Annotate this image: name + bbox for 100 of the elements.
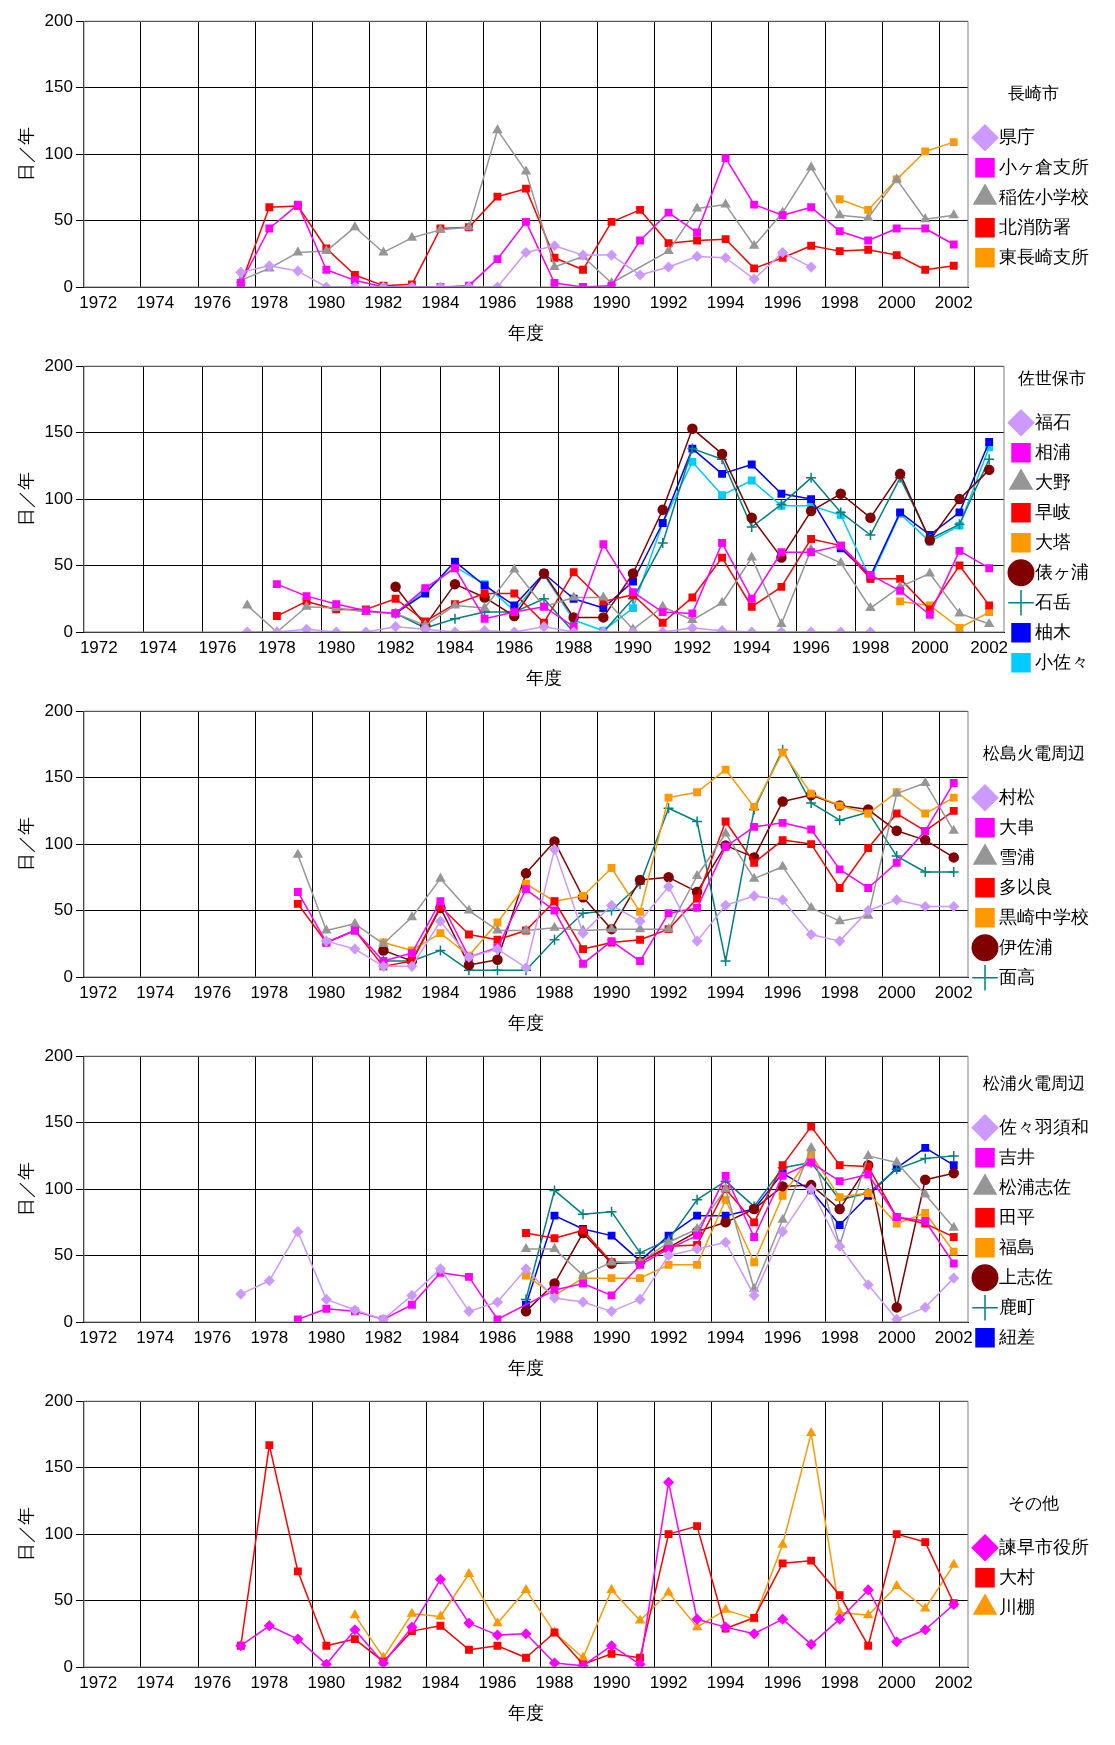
x-tick-label: 1976 — [193, 1327, 232, 1347]
x-tick-label: 1992 — [649, 1327, 688, 1347]
x-axis-title: 年度 — [507, 1703, 544, 1724]
y-tick-label: 150 — [44, 767, 73, 787]
x-tick-label: 1998 — [851, 637, 890, 657]
legend-label: 県庁 — [999, 126, 1035, 147]
x-tick-label: 1990 — [614, 637, 652, 657]
legend-label: 東長崎支所 — [999, 246, 1089, 267]
legend-title: 佐世保市 — [1017, 369, 1086, 389]
y-tick-label: 0 — [63, 621, 73, 641]
x-tick-label: 1972 — [79, 637, 118, 657]
x-tick-label: 1990 — [592, 292, 631, 312]
y-tick-label: 0 — [63, 1311, 73, 1331]
legend-label: 福島 — [999, 1236, 1035, 1257]
y-axis-title: 日／年 — [15, 817, 36, 872]
x-tick-label: 1994 — [706, 1672, 745, 1692]
x-tick-label: 1982 — [364, 1672, 403, 1692]
x-tick-label: 1986 — [478, 1672, 517, 1692]
x-tick-label: 1992 — [649, 292, 688, 312]
legend-label: 松浦志佐 — [999, 1176, 1071, 1197]
y-tick-label: 50 — [54, 210, 73, 230]
x-tick-label: 2002 — [934, 292, 973, 312]
x-tick-label: 1974 — [139, 637, 178, 657]
x-tick-label: 1996 — [792, 637, 830, 657]
x-tick-label: 1986 — [478, 1327, 517, 1347]
legend-label: 大塔 — [1035, 531, 1071, 552]
x-tick-label: 1982 — [364, 1327, 403, 1347]
x-tick-label: 1986 — [478, 292, 517, 312]
x-tick-label: 1984 — [421, 1672, 460, 1692]
x-tick-label: 1984 — [421, 1327, 460, 1347]
legend-label: 田平 — [999, 1206, 1035, 1227]
legend-label: 稲佐小学校 — [999, 186, 1089, 207]
legend-label: 早岐 — [1035, 501, 1071, 522]
y-tick-label: 150 — [44, 1457, 73, 1477]
x-tick-label: 1996 — [763, 292, 802, 312]
x-tick-label: 1990 — [592, 1672, 631, 1692]
x-tick-label: 1998 — [820, 982, 859, 1002]
x-tick-label: 1996 — [763, 1327, 802, 1347]
legend-label: 黒崎中学校 — [999, 906, 1089, 927]
y-tick-label: 0 — [63, 966, 73, 986]
x-tick-label: 1980 — [307, 1327, 346, 1347]
x-tick-label: 1976 — [193, 1672, 232, 1692]
legend-label: 北消防署 — [999, 216, 1071, 237]
y-tick-label: 100 — [44, 1178, 73, 1198]
x-tick-label: 1998 — [820, 1672, 859, 1692]
y-tick-label: 200 — [44, 10, 73, 30]
legend-label: 大野 — [1035, 471, 1071, 492]
legend-label: 小ヶ倉支所 — [999, 156, 1089, 177]
legend-label: 川棚 — [999, 1596, 1035, 1617]
legend-label: 鹿町 — [999, 1296, 1035, 1317]
y-tick-label: 50 — [54, 1590, 73, 1610]
y-tick-label: 200 — [44, 355, 73, 375]
x-tick-label: 1972 — [79, 982, 118, 1002]
x-tick-label: 2000 — [877, 292, 916, 312]
y-tick-label: 150 — [44, 1112, 73, 1132]
x-tick-label: 1994 — [706, 1327, 745, 1347]
x-tick-label: 1996 — [763, 1672, 802, 1692]
x-tick-label: 1978 — [250, 1327, 289, 1347]
legend-title: 松浦火電周辺 — [982, 1074, 1085, 1094]
y-tick-label: 100 — [44, 833, 73, 853]
legend-label: 雪浦 — [999, 846, 1035, 867]
legend-title: 松島火電周辺 — [982, 744, 1085, 764]
y-tick-label: 50 — [54, 555, 73, 575]
x-tick-label: 1988 — [535, 982, 574, 1002]
legend-label: 俵ヶ浦 — [1035, 561, 1089, 582]
legend-label: 福石 — [1035, 411, 1071, 432]
legend-title: その他 — [1008, 1494, 1059, 1514]
legend-label: 多以良 — [999, 876, 1053, 897]
legend-label: 村松 — [998, 786, 1035, 807]
x-tick-label: 1972 — [79, 292, 118, 312]
x-tick-label: 1984 — [421, 292, 460, 312]
y-tick-label: 200 — [44, 700, 73, 720]
y-tick-label: 50 — [54, 1245, 73, 1265]
x-tick-label: 1988 — [535, 1327, 574, 1347]
x-tick-label: 1974 — [136, 292, 175, 312]
x-tick-label: 1992 — [649, 1672, 688, 1692]
x-tick-label: 1994 — [706, 982, 745, 1002]
legend-label: 小佐々 — [1035, 651, 1089, 672]
x-tick-label: 2002 — [970, 637, 1009, 657]
x-tick-label: 1998 — [820, 292, 859, 312]
y-tick-label: 200 — [44, 1390, 73, 1410]
legend-title: 長崎市 — [1008, 84, 1059, 104]
legend-label: 石岳 — [1035, 591, 1071, 612]
x-tick-label: 1974 — [136, 1672, 175, 1692]
x-tick-label: 1994 — [706, 292, 745, 312]
x-tick-label: 2000 — [877, 1327, 916, 1347]
x-tick-label: 2000 — [910, 637, 949, 657]
x-axis-title: 年度 — [507, 1358, 544, 1379]
x-tick-label: 1974 — [136, 1327, 175, 1347]
x-tick-label: 1980 — [307, 982, 346, 1002]
x-tick-label: 1978 — [257, 637, 296, 657]
y-tick-label: 0 — [63, 1656, 73, 1676]
x-tick-label: 1984 — [421, 982, 460, 1002]
y-tick-label: 150 — [44, 422, 73, 442]
x-tick-label: 1998 — [820, 1327, 859, 1347]
y-tick-label: 100 — [44, 1523, 73, 1543]
legend-label: 大串 — [999, 816, 1035, 837]
x-tick-label: 1982 — [364, 292, 403, 312]
x-tick-label: 1992 — [649, 982, 688, 1002]
x-tick-label: 1974 — [136, 982, 175, 1002]
